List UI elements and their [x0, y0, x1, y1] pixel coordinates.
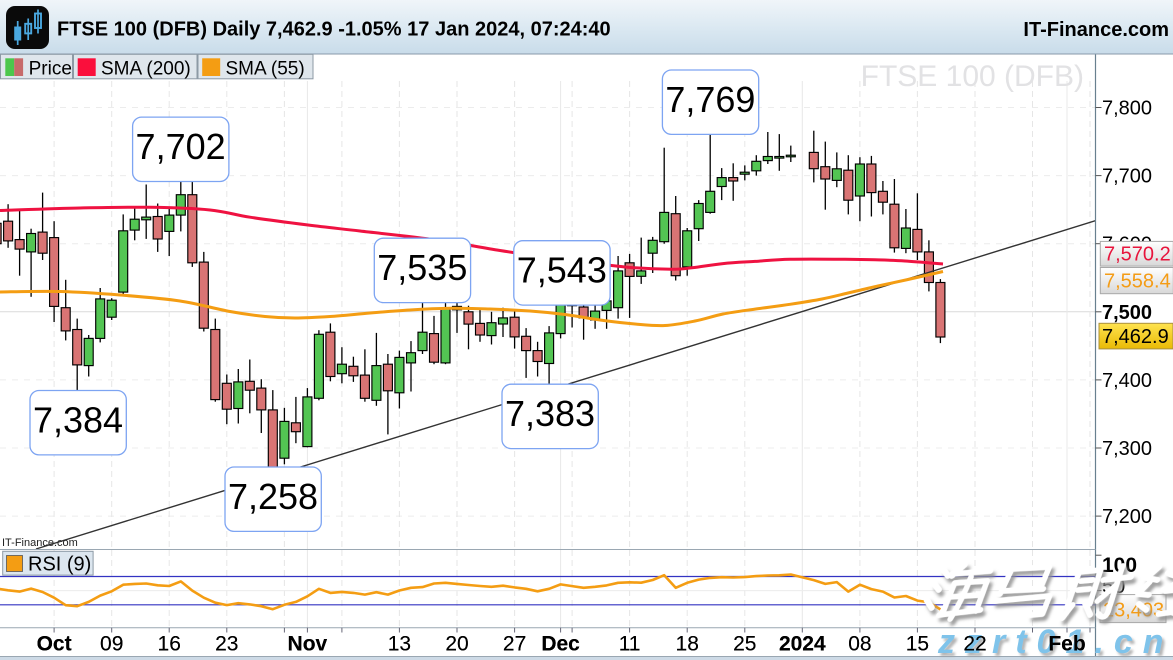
svg-text:SMA (200): SMA (200)	[101, 59, 191, 80]
svg-text:18: 18	[676, 633, 699, 656]
svg-text:7,535: 7,535	[377, 247, 467, 288]
svg-text:RSI (9): RSI (9)	[28, 554, 91, 576]
svg-text:7,543: 7,543	[517, 250, 607, 291]
svg-text:7,500: 7,500	[1102, 302, 1152, 324]
svg-text:22: 22	[963, 633, 986, 656]
svg-text:Feb: Feb	[1048, 633, 1085, 656]
svg-text:23: 23	[215, 633, 238, 656]
svg-text:Nov: Nov	[288, 633, 328, 656]
svg-text:100: 100	[1102, 554, 1137, 577]
svg-text:IT-Finance.com: IT-Finance.com	[2, 537, 78, 549]
svg-text:FTSE 100 (DFB): FTSE 100 (DFB)	[861, 60, 1084, 93]
svg-text:FTSE 100 (DFB) Daily 7,462.9 -: FTSE 100 (DFB) Daily 7,462.9 -1.05% 17 J…	[57, 19, 611, 41]
svg-text:Nov: Nov	[288, 633, 328, 656]
svg-text:7,300: 7,300	[1102, 438, 1152, 460]
svg-text:09: 09	[100, 633, 123, 656]
svg-text:27: 27	[503, 633, 526, 656]
svg-text:15: 15	[906, 633, 929, 656]
svg-text:18: 18	[676, 633, 699, 656]
svg-text:25: 25	[733, 633, 756, 656]
svg-text:7,200: 7,200	[1102, 506, 1152, 528]
svg-text:23: 23	[215, 633, 238, 656]
svg-text:20: 20	[445, 633, 468, 656]
svg-text:7,702: 7,702	[136, 126, 226, 167]
svg-text:Oct: Oct	[37, 633, 72, 656]
svg-text:27: 27	[503, 633, 526, 656]
svg-text:08: 08	[848, 633, 871, 656]
svg-text:16: 16	[158, 633, 181, 656]
svg-text:Oct: Oct	[37, 633, 72, 656]
svg-text:23,403: 23,403	[1103, 600, 1164, 622]
svg-text:20: 20	[445, 633, 468, 656]
svg-text:7,383: 7,383	[505, 393, 595, 434]
svg-text:7,570.2: 7,570.2	[1104, 243, 1171, 265]
svg-text:11: 11	[619, 633, 641, 656]
svg-text:08: 08	[848, 633, 871, 656]
svg-text:15: 15	[906, 633, 929, 656]
svg-text:IT-Finance.com: IT-Finance.com	[1023, 19, 1169, 41]
svg-text:13: 13	[388, 633, 411, 656]
svg-text:7,462.9: 7,462.9	[1102, 326, 1169, 348]
svg-text:7,558.4: 7,558.4	[1104, 271, 1171, 293]
svg-text:zzrt01.cn: zzrt01.cn	[937, 623, 1173, 660]
svg-text:09: 09	[100, 633, 123, 656]
svg-text:7,384: 7,384	[33, 400, 123, 441]
svg-text:Dec: Dec	[541, 633, 580, 656]
svg-text:7,800: 7,800	[1102, 98, 1152, 120]
svg-text:11: 11	[619, 633, 641, 656]
svg-text:Dec: Dec	[541, 633, 580, 656]
svg-text:22: 22	[963, 633, 986, 656]
svg-text:2024: 2024	[779, 633, 826, 656]
svg-text:13: 13	[388, 633, 411, 656]
svg-text:7,769: 7,769	[665, 79, 755, 120]
svg-text:7,400: 7,400	[1102, 370, 1152, 392]
svg-text:25: 25	[733, 633, 756, 656]
svg-text:7,700: 7,700	[1102, 166, 1152, 188]
svg-text:Feb: Feb	[1048, 633, 1085, 656]
svg-text:16: 16	[158, 633, 181, 656]
svg-text:2024: 2024	[779, 633, 826, 656]
svg-text:Price: Price	[29, 59, 72, 80]
svg-text:SMA (55): SMA (55)	[226, 59, 305, 80]
svg-text:7,258: 7,258	[228, 476, 318, 517]
